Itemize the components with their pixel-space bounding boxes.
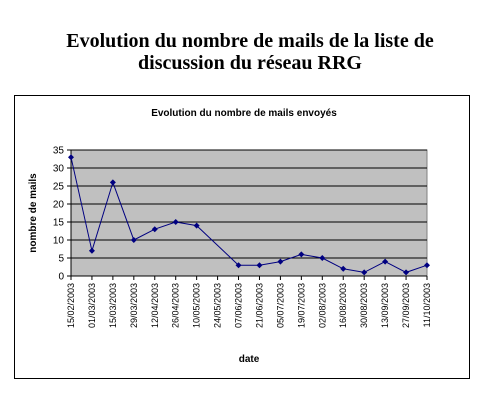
x-tick-label: 30/08/2003 — [359, 283, 369, 328]
y-tick-label: 15 — [53, 218, 65, 229]
y-axis-label: nombre de mails — [28, 173, 39, 253]
data-point — [424, 262, 430, 269]
x-tick-label: 05/07/2003 — [275, 283, 285, 328]
data-point — [68, 154, 74, 161]
x-tick-label: 27/09/2003 — [401, 283, 411, 328]
x-tick-label: 15/03/2003 — [108, 283, 118, 328]
x-tick-label: 21/06/2003 — [254, 283, 264, 328]
x-tick-label: 26/04/2003 — [171, 283, 181, 328]
gridlines — [71, 149, 427, 259]
x-tick-label: 07/06/2003 — [234, 283, 244, 328]
x-tick-label: 02/08/2003 — [317, 283, 327, 328]
y-tick-label: 30 — [53, 164, 65, 175]
data-point — [256, 262, 263, 269]
x-tick-label: 29/03/2003 — [129, 283, 139, 328]
x-tick-label: 24/05/2003 — [213, 283, 223, 328]
x-tick-label: 15/02/2003 — [66, 283, 76, 328]
y-tick-label: 20 — [53, 200, 65, 211]
data-point — [277, 258, 284, 265]
data-point — [340, 265, 347, 272]
x-tick-label: 12/04/2003 — [150, 283, 160, 328]
data-point — [298, 251, 305, 258]
data-markers — [68, 154, 430, 276]
y-tick-label: 0 — [58, 272, 64, 283]
x-tick-label: 16/08/2003 — [338, 283, 348, 328]
data-point — [235, 262, 242, 269]
y-tick-label: 5 — [58, 254, 64, 265]
x-axis-label: date — [239, 354, 260, 365]
data-point — [193, 222, 200, 229]
data-point — [403, 269, 410, 276]
data-point — [88, 247, 95, 254]
chart-title: Evolution du nombre de mails envoyés — [151, 108, 337, 119]
data-point — [109, 179, 116, 186]
plot-area — [70, 149, 428, 277]
data-point — [151, 226, 158, 233]
x-tick-label: 19/07/2003 — [296, 283, 306, 328]
data-point — [361, 269, 368, 276]
y-tick-label: 10 — [53, 236, 65, 247]
data-point — [172, 219, 179, 225]
page-title: Evolution du nombre de mails de la liste… — [66, 30, 434, 74]
x-axis: 15/02/2003 01/03/2003 15/03/2003 29/03/2003… — [66, 275, 432, 328]
x-tick-label: 13/09/2003 — [380, 283, 390, 328]
data-point — [382, 258, 389, 265]
x-tick-label: 10/05/2003 — [192, 283, 202, 328]
y-axis: 0 5 10 15 20 25 30 35 — [53, 146, 72, 283]
y-tick-label: 25 — [53, 182, 65, 193]
y-tick-label: 35 — [53, 146, 65, 157]
x-tick-label: 11/10/2003 — [422, 283, 432, 327]
data-point — [319, 255, 326, 261]
x-tick-label: 01/03/2003 — [87, 283, 97, 328]
data-point — [130, 237, 137, 243]
